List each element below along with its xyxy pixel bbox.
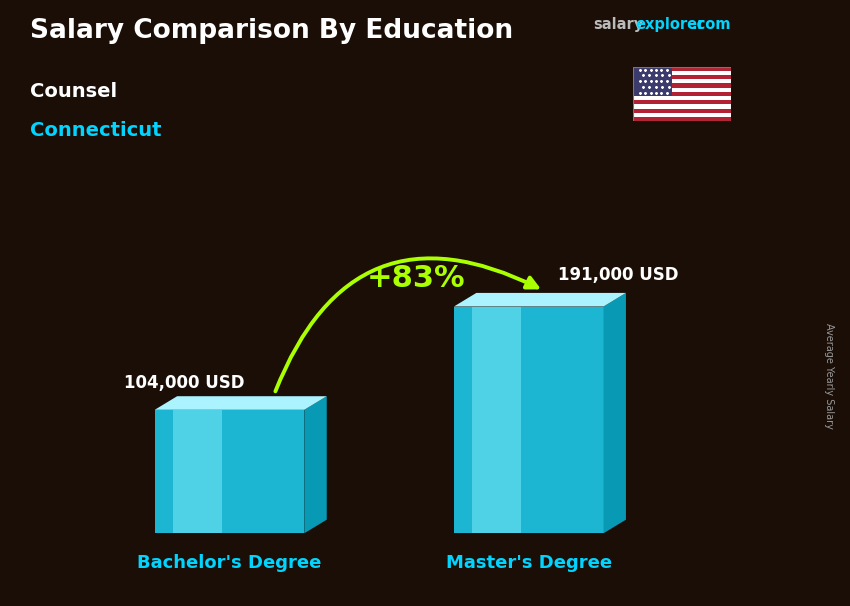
- Polygon shape: [633, 100, 731, 104]
- Text: explorer: explorer: [636, 17, 705, 32]
- Text: 191,000 USD: 191,000 USD: [558, 266, 678, 284]
- Polygon shape: [633, 113, 731, 117]
- Polygon shape: [173, 410, 222, 533]
- Polygon shape: [633, 67, 731, 71]
- Text: Salary Comparison By Education: Salary Comparison By Education: [30, 18, 513, 44]
- Polygon shape: [633, 92, 731, 96]
- Text: Master's Degree: Master's Degree: [445, 554, 612, 571]
- Polygon shape: [304, 396, 326, 533]
- Text: Connecticut: Connecticut: [30, 121, 162, 140]
- Polygon shape: [633, 96, 731, 100]
- Polygon shape: [633, 117, 731, 121]
- Polygon shape: [633, 71, 731, 75]
- Text: +83%: +83%: [367, 264, 466, 293]
- Polygon shape: [155, 410, 304, 533]
- Text: Bachelor's Degree: Bachelor's Degree: [138, 554, 321, 571]
- Polygon shape: [633, 84, 731, 88]
- Text: salary: salary: [593, 17, 643, 32]
- Polygon shape: [633, 79, 731, 84]
- Polygon shape: [633, 88, 731, 92]
- Text: 104,000 USD: 104,000 USD: [124, 374, 245, 391]
- Polygon shape: [604, 293, 626, 533]
- Polygon shape: [633, 75, 731, 79]
- Polygon shape: [633, 108, 731, 113]
- Polygon shape: [155, 396, 326, 410]
- Text: Counsel: Counsel: [30, 82, 116, 101]
- Text: .com: .com: [691, 17, 730, 32]
- Polygon shape: [472, 307, 521, 533]
- Polygon shape: [454, 307, 604, 533]
- Polygon shape: [633, 67, 672, 96]
- Text: Average Yearly Salary: Average Yearly Salary: [824, 323, 834, 428]
- Polygon shape: [454, 293, 626, 307]
- Polygon shape: [633, 104, 731, 108]
